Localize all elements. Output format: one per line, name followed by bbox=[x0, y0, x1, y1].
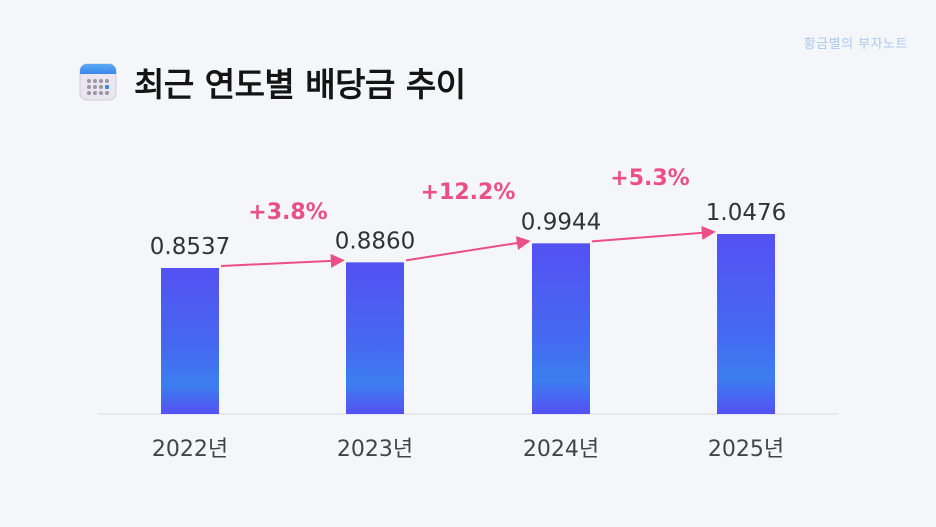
value-label-4: 1.0476 bbox=[706, 200, 786, 226]
value-label-2: 0.8860 bbox=[335, 228, 415, 254]
growth-arrow-1 bbox=[220, 253, 345, 268]
calendar-icon bbox=[78, 62, 118, 102]
x-tick-label-1: 2022년 bbox=[152, 437, 228, 462]
growth-label-1: +3.8% bbox=[248, 200, 327, 225]
growth-label-3: +5.3% bbox=[610, 166, 689, 191]
growth-arrow-2 bbox=[405, 236, 531, 262]
x-tick-label-4: 2025년 bbox=[708, 437, 784, 462]
value-label-3: 0.9944 bbox=[521, 209, 601, 235]
x-tick-label-2: 2023년 bbox=[337, 437, 413, 462]
bar-1 bbox=[161, 268, 219, 414]
growth-arrow-3 bbox=[591, 225, 716, 243]
value-label-1: 0.8537 bbox=[150, 234, 230, 260]
growth-label-2: +12.2% bbox=[421, 180, 516, 205]
bar-3 bbox=[532, 243, 590, 414]
bar-4 bbox=[717, 234, 775, 414]
title-row: 최근 연도별 배당금 추이 bbox=[78, 58, 466, 106]
bar-2 bbox=[346, 262, 404, 414]
x-tick-label-3: 2024년 bbox=[523, 437, 599, 462]
watermark: 황금별의 부자노트 bbox=[803, 37, 908, 52]
page-title: 최근 연도별 배당금 추이 bbox=[134, 65, 466, 104]
